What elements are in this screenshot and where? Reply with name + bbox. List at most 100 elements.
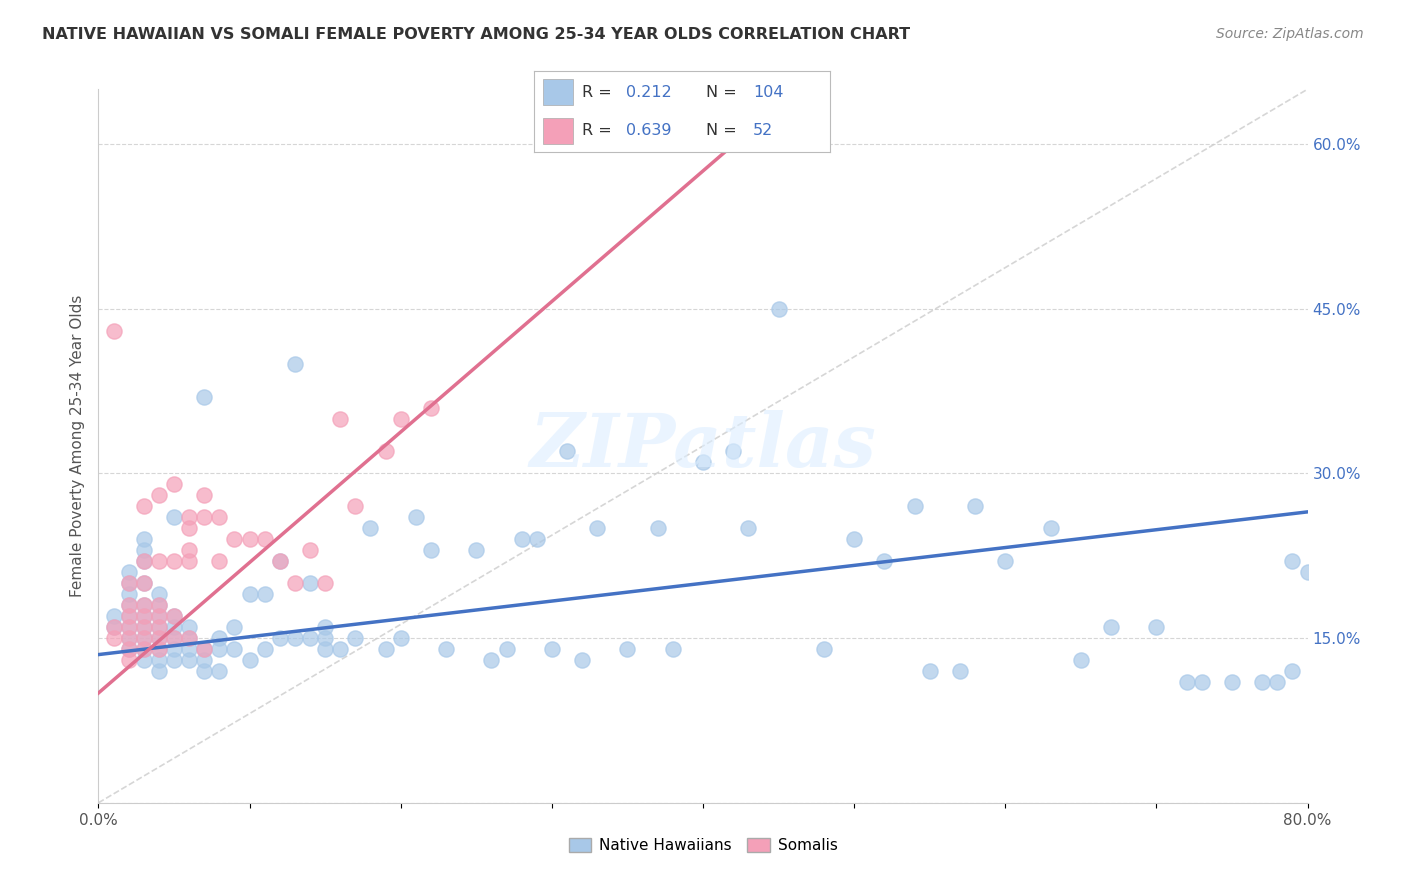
Point bbox=[661, 642, 683, 657]
Point bbox=[179, 631, 201, 645]
Point bbox=[118, 631, 141, 645]
Text: R =: R = bbox=[582, 123, 616, 138]
Point bbox=[208, 642, 231, 657]
Point bbox=[148, 642, 170, 657]
Point bbox=[360, 521, 382, 535]
Point bbox=[163, 642, 186, 657]
Point bbox=[1175, 675, 1198, 690]
Point bbox=[269, 554, 291, 568]
Bar bbox=[543, 79, 572, 105]
Point bbox=[179, 642, 201, 657]
Point bbox=[314, 620, 336, 634]
Point bbox=[132, 642, 155, 657]
Point bbox=[163, 653, 186, 667]
Point bbox=[103, 324, 125, 338]
Text: 0.639: 0.639 bbox=[626, 123, 671, 138]
Point bbox=[344, 500, 367, 514]
Point bbox=[132, 576, 155, 591]
Point bbox=[768, 137, 790, 152]
Point bbox=[647, 521, 669, 535]
Point bbox=[148, 609, 170, 624]
Point bbox=[239, 587, 262, 601]
Point bbox=[1039, 521, 1062, 535]
Point bbox=[269, 631, 291, 645]
Point bbox=[103, 620, 125, 634]
Point bbox=[1281, 554, 1303, 568]
Point bbox=[118, 631, 141, 645]
Point bbox=[148, 587, 170, 601]
Point bbox=[132, 598, 155, 612]
Point bbox=[329, 411, 352, 425]
Point bbox=[132, 620, 155, 634]
Point bbox=[132, 653, 155, 667]
Point bbox=[132, 620, 155, 634]
Point bbox=[1144, 620, 1167, 634]
Text: 52: 52 bbox=[752, 123, 773, 138]
Point bbox=[299, 631, 322, 645]
Point bbox=[269, 554, 291, 568]
Point bbox=[118, 642, 141, 657]
Point bbox=[118, 598, 141, 612]
Point bbox=[1191, 675, 1213, 690]
Point bbox=[1267, 675, 1289, 690]
Text: NATIVE HAWAIIAN VS SOMALI FEMALE POVERTY AMONG 25-34 YEAR OLDS CORRELATION CHART: NATIVE HAWAIIAN VS SOMALI FEMALE POVERTY… bbox=[42, 27, 910, 42]
Point bbox=[148, 653, 170, 667]
Point bbox=[132, 500, 155, 514]
Point bbox=[118, 609, 141, 624]
Point bbox=[148, 631, 170, 645]
Point bbox=[405, 510, 427, 524]
Text: ZIPatlas: ZIPatlas bbox=[530, 409, 876, 483]
Point bbox=[1296, 566, 1319, 580]
Point bbox=[813, 642, 835, 657]
Point bbox=[118, 642, 141, 657]
Point bbox=[495, 642, 517, 657]
Point bbox=[420, 543, 443, 558]
Point bbox=[163, 631, 186, 645]
Point bbox=[737, 521, 759, 535]
Point bbox=[692, 455, 714, 469]
Point bbox=[239, 533, 262, 547]
Point bbox=[224, 533, 246, 547]
Point bbox=[224, 642, 246, 657]
Point bbox=[118, 653, 141, 667]
Text: N =: N = bbox=[706, 85, 737, 100]
Point bbox=[118, 576, 141, 591]
Legend: Native Hawaiians, Somalis: Native Hawaiians, Somalis bbox=[562, 832, 844, 859]
Point bbox=[616, 642, 638, 657]
Point bbox=[148, 620, 170, 634]
Point bbox=[314, 642, 336, 657]
Point bbox=[179, 620, 201, 634]
Point bbox=[118, 598, 141, 612]
Point bbox=[132, 598, 155, 612]
Point bbox=[389, 631, 412, 645]
Point bbox=[465, 543, 488, 558]
Point bbox=[208, 664, 231, 678]
Point bbox=[299, 543, 322, 558]
Point bbox=[148, 598, 170, 612]
Point bbox=[179, 510, 201, 524]
Point bbox=[148, 620, 170, 634]
Point bbox=[193, 510, 215, 524]
Point bbox=[132, 642, 155, 657]
Point bbox=[118, 566, 141, 580]
Point bbox=[163, 609, 186, 624]
Point bbox=[526, 533, 548, 547]
Point bbox=[193, 653, 215, 667]
Point bbox=[253, 642, 276, 657]
Point bbox=[873, 554, 896, 568]
Text: N =: N = bbox=[706, 123, 741, 138]
Point bbox=[103, 609, 125, 624]
Point bbox=[132, 609, 155, 624]
Point bbox=[148, 664, 170, 678]
Point bbox=[163, 477, 186, 491]
Point bbox=[904, 500, 927, 514]
Point bbox=[481, 653, 503, 667]
Point bbox=[193, 642, 215, 657]
Point bbox=[103, 631, 125, 645]
Point bbox=[179, 543, 201, 558]
Point bbox=[132, 554, 155, 568]
Point bbox=[586, 521, 609, 535]
Point bbox=[374, 444, 396, 458]
Point bbox=[239, 653, 262, 667]
Point bbox=[299, 576, 322, 591]
